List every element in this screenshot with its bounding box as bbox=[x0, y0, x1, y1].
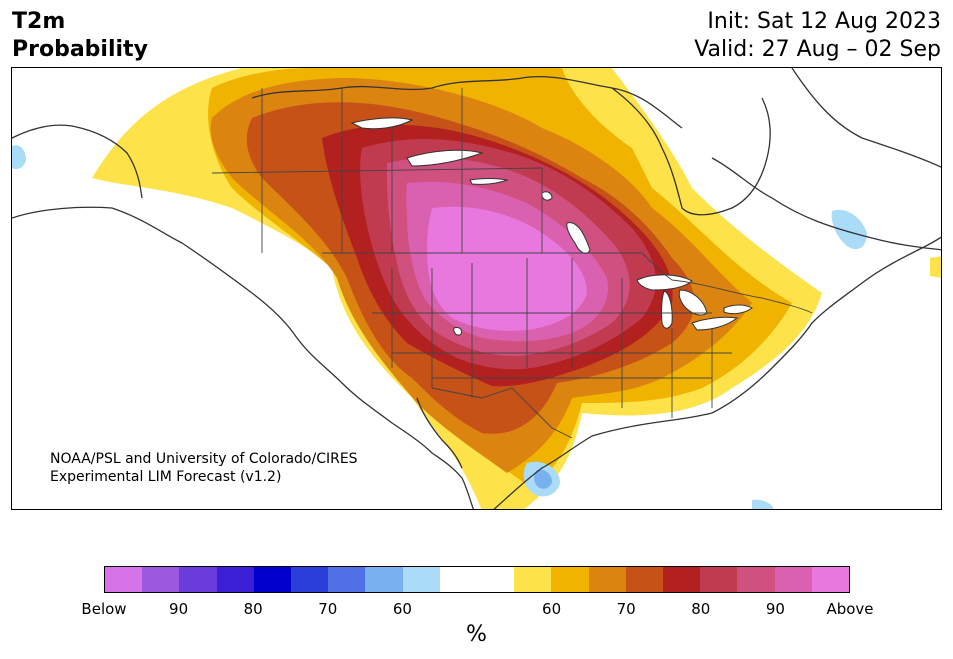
greenland-edge bbox=[791, 68, 941, 168]
colorbar-segment bbox=[439, 567, 478, 592]
colorbar-segment bbox=[477, 567, 515, 592]
forecast-map: NOAA/PSL and University of Colorado/CIRE… bbox=[11, 67, 942, 510]
colorbar-segment bbox=[774, 567, 812, 592]
colorbar-tick-label: 80 bbox=[243, 600, 263, 618]
lake-winnipegosis bbox=[541, 191, 553, 201]
us-mexico-border bbox=[431, 387, 573, 439]
colorbar-segment bbox=[737, 567, 775, 592]
coastlines bbox=[12, 68, 941, 509]
lake-erie bbox=[691, 316, 739, 331]
great-salt-lake bbox=[453, 327, 463, 336]
forecast-dates: Init: Sat 12 Aug 2023 Valid: 27 Aug – 02… bbox=[694, 8, 941, 64]
map-title: T2m Probability bbox=[12, 8, 148, 64]
great-bear-lake bbox=[406, 149, 484, 167]
colorbar-segment bbox=[253, 567, 292, 592]
probability-fill bbox=[12, 68, 941, 509]
alaska-coast bbox=[12, 124, 143, 199]
colorbar-tick-label: Below bbox=[81, 600, 127, 618]
colorbar-tick-label: 70 bbox=[616, 600, 636, 618]
great-slave-lake bbox=[350, 117, 414, 130]
colorbar-segment bbox=[514, 567, 552, 592]
colorbar-segment bbox=[551, 567, 589, 592]
colorbar-tick-label: Above bbox=[826, 600, 874, 618]
colorbar-tick-label: 60 bbox=[542, 600, 562, 618]
lakes bbox=[350, 117, 753, 336]
colorbar-segment bbox=[328, 567, 366, 592]
colorbar-segment bbox=[142, 567, 180, 592]
lake-superior bbox=[636, 274, 693, 291]
init-date: Init: Sat 12 Aug 2023 bbox=[707, 9, 941, 34]
lake-ontario bbox=[723, 304, 753, 315]
baja bbox=[416, 397, 463, 469]
colorbar-segment bbox=[105, 567, 143, 592]
band-60-east bbox=[930, 256, 941, 278]
colorbar-segment bbox=[663, 567, 701, 592]
colorbar-segment bbox=[588, 567, 626, 592]
us-canada-border bbox=[322, 252, 813, 314]
colorbar-segment bbox=[179, 567, 217, 592]
colorbar-tick-label: 90 bbox=[765, 600, 785, 618]
band-above bbox=[427, 206, 587, 331]
title-type: Probability bbox=[12, 37, 148, 62]
colorbar-units: % bbox=[466, 622, 487, 647]
band-below-60-east bbox=[831, 209, 867, 250]
colorbar-tick-label: 90 bbox=[169, 600, 189, 618]
colorbar-segment bbox=[291, 567, 329, 592]
valid-date: Valid: 27 Aug – 02 Sep bbox=[694, 37, 941, 62]
colorbar-tick-label: 70 bbox=[318, 600, 338, 618]
band-below-60-gulf bbox=[752, 499, 774, 509]
canada-prov-6 bbox=[211, 167, 543, 174]
band-below-70-mexico bbox=[534, 469, 552, 489]
colorbar bbox=[104, 566, 850, 593]
title-variable: T2m bbox=[12, 9, 66, 34]
hudson-bay bbox=[611, 87, 771, 216]
lake-athabasca bbox=[469, 178, 509, 185]
borders bbox=[211, 88, 813, 439]
colorbar-tick-label: 60 bbox=[392, 600, 412, 618]
colorbar-tick-label: 80 bbox=[691, 600, 711, 618]
colorbar-segment bbox=[402, 567, 440, 592]
colorbar-segment bbox=[365, 567, 403, 592]
arctic-coast bbox=[251, 75, 683, 129]
band-below-60-west bbox=[12, 145, 26, 170]
gulf-coast bbox=[493, 412, 713, 509]
labrador bbox=[711, 157, 941, 251]
credit-line-2: Experimental LIM Forecast (v1.2) bbox=[50, 469, 282, 485]
colorbar-segment bbox=[811, 567, 850, 592]
west-coast bbox=[12, 206, 474, 509]
colorbar-segment bbox=[216, 567, 254, 592]
colorbar-segment bbox=[700, 567, 738, 592]
credit-text: NOAA/PSL and University of Colorado/CIRE… bbox=[50, 450, 358, 486]
probability-map-graphic bbox=[12, 68, 941, 509]
lake-michigan bbox=[661, 290, 673, 329]
lake-huron bbox=[678, 289, 708, 316]
credit-line-1: NOAA/PSL and University of Colorado/CIRE… bbox=[50, 451, 358, 467]
colorbar-segment bbox=[625, 567, 664, 592]
